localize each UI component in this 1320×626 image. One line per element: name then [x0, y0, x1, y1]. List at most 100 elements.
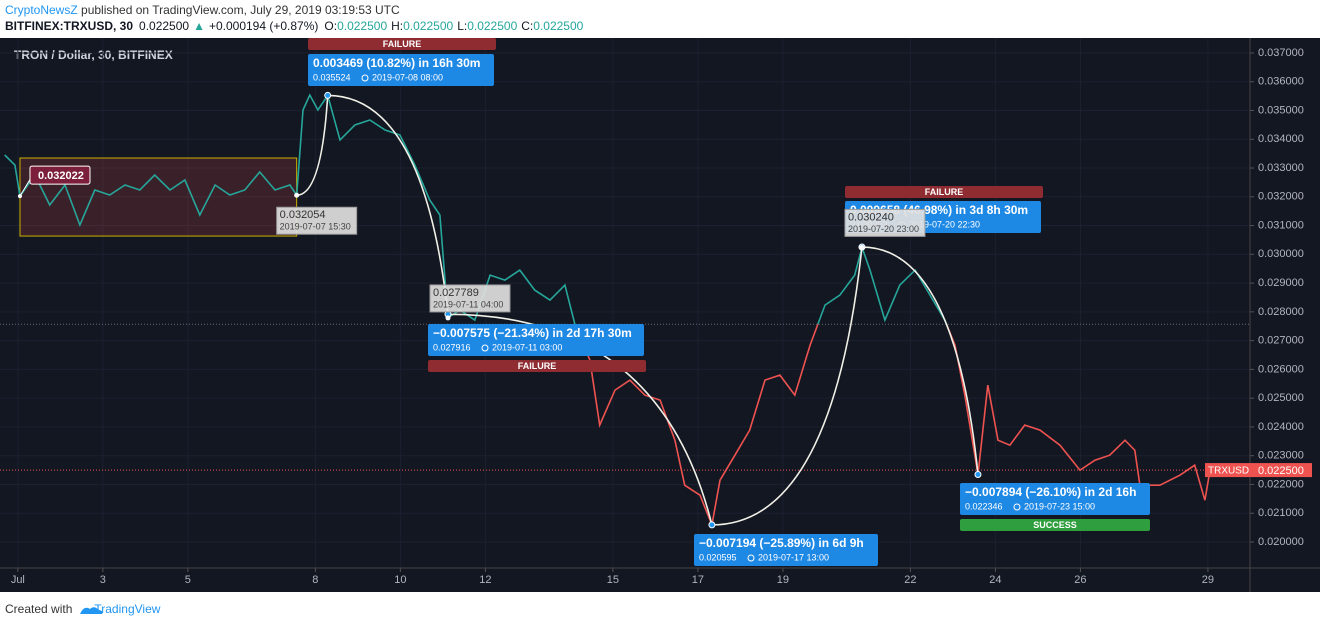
projection-change: −0.007894 (−26.10%) in 2d 16h [965, 485, 1136, 499]
projection-change: −0.007194 (−25.89%) in 6d 9h [699, 536, 864, 550]
projection-box [308, 54, 494, 86]
projection-point [708, 521, 716, 529]
y-tick-label: 0.026000 [1258, 363, 1304, 375]
y-tick-label: 0.034000 [1258, 133, 1304, 145]
projection-change: 0.003469 (10.82%) in 16h 30m [313, 56, 480, 70]
ohlc-key: C: [521, 19, 533, 33]
point-marker [294, 192, 300, 198]
x-tick-label: 26 [1074, 574, 1086, 586]
y-tick-label: 0.023000 [1258, 450, 1304, 462]
point-time: 2019-07-07 15:30 [280, 222, 351, 232]
footer-text: Created with [5, 602, 72, 616]
change: +0.000194 (+0.87%) [209, 19, 318, 33]
projection-price: 0.035524 [313, 72, 351, 82]
clock-icon [481, 344, 489, 352]
y-tick-label: 0.021000 [1258, 507, 1304, 519]
x-tick-label: 17 [692, 574, 704, 586]
x-tick-label: 3 [100, 574, 106, 586]
note-box [29, 165, 91, 185]
price-line [4, 93, 948, 325]
y-tick-label: 0.031000 [1258, 219, 1304, 231]
status-label: FAILURE [383, 39, 422, 49]
y-tick-label: 0.036000 [1258, 76, 1304, 88]
series-label: TRXUSD [1208, 466, 1249, 477]
point-box [276, 206, 358, 235]
projection-box [960, 483, 1150, 515]
status-label: SUCCESS [1033, 520, 1077, 530]
published: published on TradingView.com, July 29, 2… [78, 3, 400, 17]
projection-point [974, 471, 982, 479]
projection-change: −0.007575 (−21.34%) in 2d 17h 30m [433, 326, 632, 340]
point-time: 2019-07-11 04:00 [433, 299, 503, 309]
x-tick-label: 8 [312, 574, 318, 586]
y-tick-label: 0.028000 [1258, 306, 1304, 318]
y-tick-label: 0.020000 [1258, 536, 1304, 548]
x-tick-label: 29 [1202, 574, 1214, 586]
projection-time: 2019-07-08 08:00 [372, 72, 443, 82]
point-box [429, 284, 511, 313]
y-tick-label: 0.030000 [1258, 248, 1304, 260]
projection-time: 2019-07-17 13:00 [758, 552, 829, 562]
y-tick-label: 0.027000 [1258, 335, 1304, 347]
header-line-2: BITFINEX:TRXUSD, 30 0.022500 ▲ +0.000194 (+… [5, 19, 584, 33]
y-tick-label: 0.025000 [1258, 392, 1304, 404]
x-tick-label: Jul [11, 574, 25, 586]
x-tick-label: 12 [479, 574, 491, 586]
point-marker [859, 244, 865, 250]
x-tick-label: 24 [989, 574, 1001, 586]
x-tick-label: 22 [904, 574, 916, 586]
ohlc-key: H: [391, 19, 403, 33]
chart-title: TRON / Dollar, 30, BITFINEX [14, 48, 173, 62]
clock-icon [747, 554, 755, 562]
point-time: 2019-07-20 23:00 [848, 224, 919, 234]
price-line [574, 324, 1211, 528]
last-price-label: 0.022500 [1258, 465, 1304, 477]
author[interactable]: CryptoNewsZ [5, 3, 78, 17]
ohlc-value: 0.022500 [533, 19, 583, 33]
note-anchor [17, 194, 22, 199]
status-label: FAILURE [518, 361, 557, 371]
ohlc-key: O: [324, 19, 337, 33]
last: 0.022500 [139, 19, 189, 33]
point-box [844, 208, 926, 237]
x-tick-label: 10 [394, 574, 406, 586]
footer-brand[interactable]: TradingView [94, 602, 160, 616]
y-tick-label: 0.022000 [1258, 478, 1304, 490]
last-price-bg [1250, 463, 1312, 478]
projection-price: 0.022346 [965, 501, 1003, 511]
y-tick-label: 0.032000 [1258, 191, 1304, 203]
projection-time: 2019-07-20 22:30 [909, 219, 980, 229]
status-bar [960, 519, 1150, 531]
x-tick-label: 15 [607, 574, 619, 586]
point-marker [445, 315, 451, 321]
clock-icon [1013, 503, 1021, 511]
clock-icon [361, 74, 369, 82]
x-tick-label: 19 [777, 574, 789, 586]
symbol: BITFINEX:TRXUSD, 30 [5, 19, 133, 33]
projection-route [296, 94, 979, 526]
projection-point [324, 91, 332, 99]
projection-time: 2019-07-11 03:00 [492, 342, 562, 352]
y-tick-label: 0.029000 [1258, 277, 1304, 289]
y-tick-label: 0.037000 [1258, 47, 1304, 59]
point-price: 0.030240 [848, 211, 894, 223]
series-label-bg [1205, 463, 1250, 478]
status-label: FAILURE [925, 187, 964, 197]
projection-time: 2019-07-23 15:00 [1024, 501, 1095, 511]
projection-price: 0.020595 [699, 552, 737, 562]
point-price: 0.032054 [280, 209, 326, 221]
note-text: 0.032022 [38, 170, 84, 182]
arrow: ▲ [193, 19, 205, 33]
status-bar [308, 38, 496, 50]
x-tick-label: 5 [185, 574, 191, 586]
ohlc-key: L: [457, 19, 467, 33]
projection-price: 0.027916 [433, 342, 471, 352]
y-tick-label: 0.033000 [1258, 162, 1304, 174]
status-bar [845, 186, 1043, 198]
projection-box [694, 534, 878, 566]
status-bar [428, 360, 646, 372]
ohlc-value: 0.022500 [337, 19, 387, 33]
y-tick-label: 0.035000 [1258, 104, 1304, 116]
ohlc-value: 0.022500 [467, 19, 517, 33]
